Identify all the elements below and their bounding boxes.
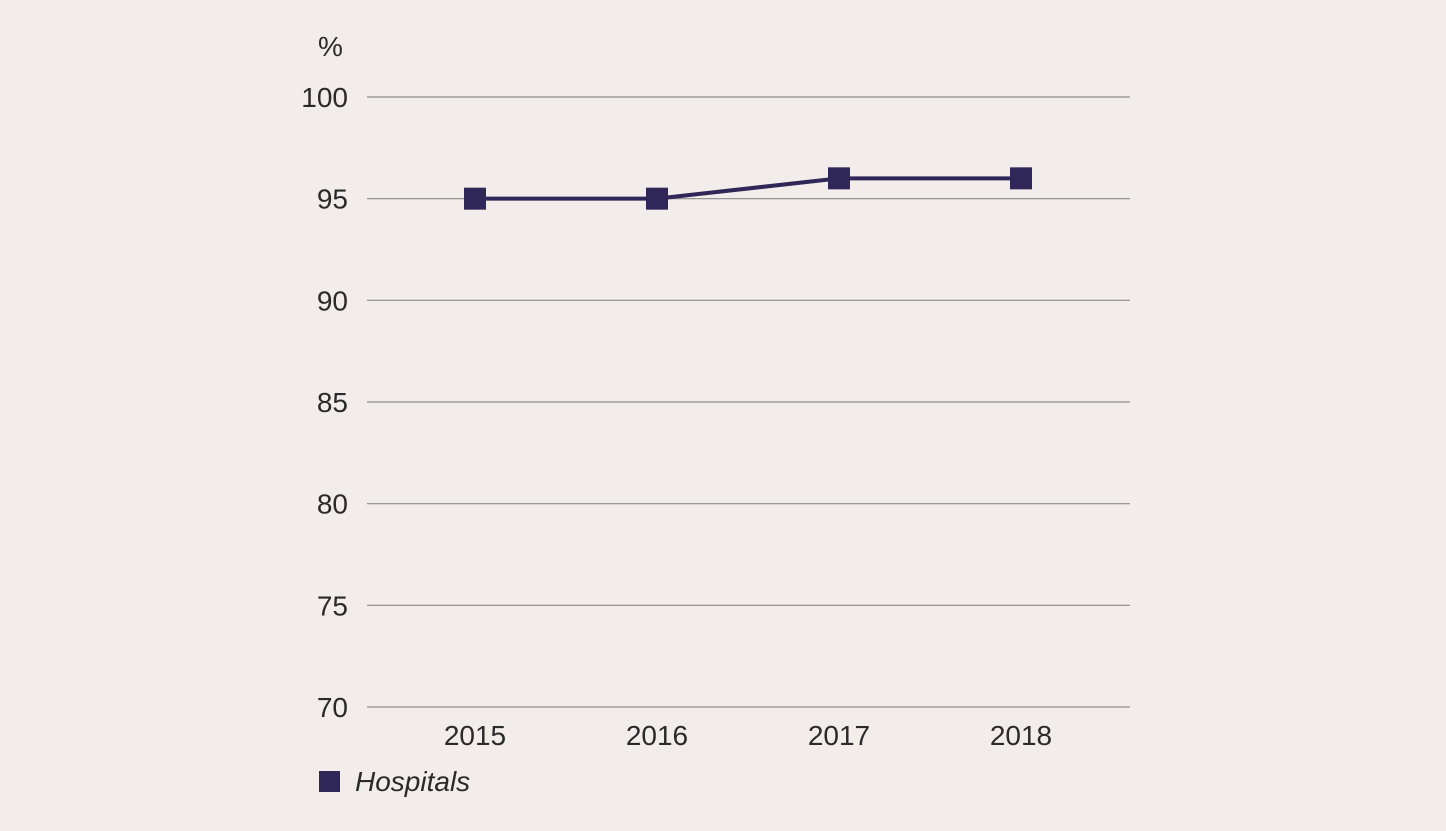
y-tick-label: 70 [317, 692, 348, 723]
x-tick-label: 2016 [626, 720, 688, 751]
series-line-hospitals [475, 176, 1021, 201]
y-axis-unit-label: % [318, 31, 343, 62]
data-point-2016 [646, 187, 668, 210]
y-axis-ticks: 70 75 80 85 90 95 100 [301, 82, 348, 723]
series-layer [464, 167, 1032, 210]
legend: Hospitals [319, 766, 470, 797]
legend-swatch-icon [319, 771, 340, 792]
data-point-2018 [1010, 167, 1032, 190]
data-point-2017 [828, 167, 850, 190]
x-tick-label: 2017 [808, 720, 870, 751]
y-tick-label: 75 [317, 590, 348, 621]
x-tick-label: 2018 [990, 720, 1052, 751]
y-tick-label: 90 [317, 285, 348, 316]
y-tick-label: 85 [317, 387, 348, 418]
x-axis-ticks: 2015 2016 2017 2018 [444, 720, 1052, 751]
data-point-2015 [464, 187, 486, 210]
x-tick-label: 2015 [444, 720, 506, 751]
y-tick-label: 95 [317, 184, 348, 215]
legend-label-hospitals: Hospitals [355, 766, 470, 797]
y-tick-label: 100 [301, 82, 348, 113]
y-tick-label: 80 [317, 489, 348, 520]
